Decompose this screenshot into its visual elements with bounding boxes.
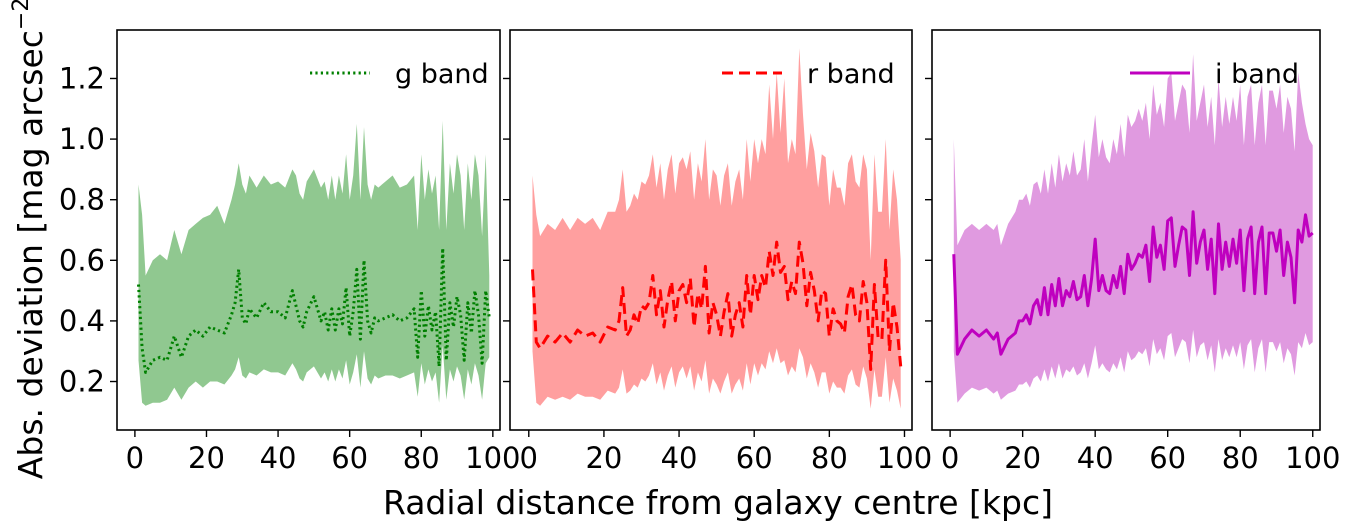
x-tick-label: 80 <box>811 441 848 475</box>
x-tick-label: 20 <box>188 441 225 475</box>
r-band-area <box>532 48 901 409</box>
legend-label: r band <box>807 59 895 90</box>
x-tick-label: 0 <box>520 441 538 475</box>
x-tick-label: 80 <box>1222 441 1259 475</box>
plot-frame-g <box>116 29 501 431</box>
y-tick-label: 1.2 <box>59 61 105 95</box>
x-tick-label: 60 <box>736 441 773 475</box>
x-tick-label: 0 <box>126 441 144 475</box>
x-tick-label: 40 <box>661 441 698 475</box>
i-band-area <box>953 54 1313 403</box>
legend-r: r band <box>722 59 895 90</box>
legend-i: i band <box>1130 59 1299 90</box>
x-tick-label: 100 <box>877 441 932 475</box>
y-axis-label-main: Abs. deviation [mag arcsec <box>11 30 50 479</box>
y-tick-label: 0.4 <box>59 304 105 338</box>
x-tick-label: 60 <box>1149 441 1186 475</box>
x-tick-label: 80 <box>403 441 440 475</box>
x-tick-label: 40 <box>1077 441 1114 475</box>
x-tick-label: 100 <box>1285 441 1340 475</box>
legend-g: g band <box>310 59 489 90</box>
x-tick-label: 40 <box>260 441 297 475</box>
legend-label: g band <box>395 59 489 90</box>
x-tick-label: 20 <box>1004 441 1041 475</box>
panel-r: 0 20 40 60 80 100 r band <box>503 29 932 475</box>
plot-frame-i <box>931 29 1321 431</box>
x-tick-label: 60 <box>331 441 368 475</box>
legend-label: i band <box>1215 59 1299 90</box>
g-band-area <box>138 120 490 406</box>
y-tick-label: 1.0 <box>59 122 105 156</box>
r-series-line <box>531 240 903 371</box>
i-series-line <box>952 210 1314 356</box>
y-tick-label: 0.2 <box>59 365 105 399</box>
y-tick-label: 0.6 <box>59 243 105 277</box>
x-tick-label: 20 <box>585 441 622 475</box>
y-axis-label: Abs. deviation [mag arcsec−2] <box>9 0 50 479</box>
plot-frame-r <box>509 29 913 431</box>
y-tick-label: 0.8 <box>59 183 105 217</box>
panels: 0 20 40 60 80 100 0.2 0.4 0.6 0.8 1.0 1.2 g band 0 20 4… <box>59 29 1340 475</box>
panel-i: 0 20 40 60 80 100 i band <box>925 29 1340 475</box>
g-series-line <box>137 246 491 374</box>
y-axis-label-sup: −2 <box>9 0 34 30</box>
x-tick-label: 0 <box>941 441 959 475</box>
x-axis-label: Radial distance from galaxy centre [kpc] <box>383 483 1053 522</box>
panel-g: 0 20 40 60 80 100 0.2 0.4 0.6 0.8 1.0 1.2 g band <box>59 29 521 475</box>
x-tick-label: 100 <box>465 441 520 475</box>
